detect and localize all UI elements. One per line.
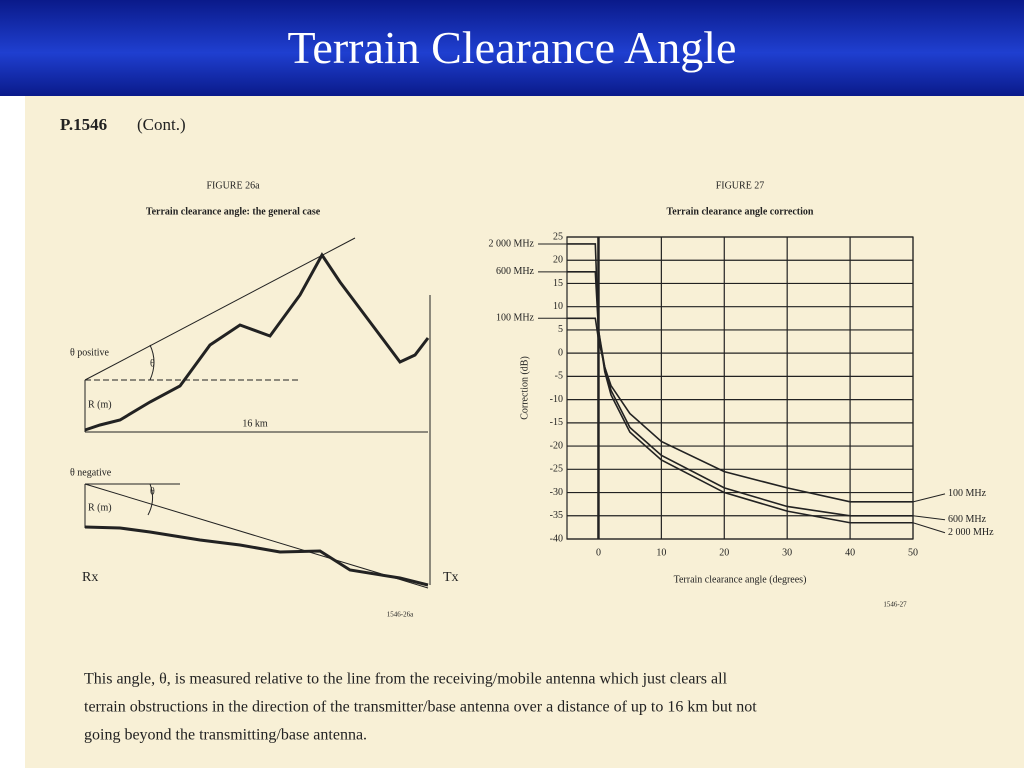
title-bar: Terrain Clearance Angle [0, 0, 1024, 96]
legend-label: 2 000 MHz [948, 527, 994, 538]
y-axis-label: Correction (dB) [519, 356, 530, 420]
x-tick-label: 10 [656, 547, 666, 558]
diagram [84, 237, 431, 589]
leader [912, 522, 946, 534]
label: θ positive [70, 347, 110, 358]
y-tick-label: -40 [550, 533, 563, 544]
y-tick-label: -30 [550, 487, 563, 498]
paragraph-line: going beyond the transmitting/base anten… [84, 727, 367, 744]
label: R (m) [88, 502, 112, 513]
legend-label: 100 MHz [948, 488, 987, 499]
y-tick-label: -35 [550, 510, 563, 521]
chart-subtitle: Terrain clearance angle correction [667, 206, 814, 217]
legend-label: 600 MHz [948, 514, 987, 525]
y-tick-label: -5 [555, 371, 563, 382]
y-tick-label: 0 [558, 347, 563, 358]
y-tick-label: 15 [553, 278, 563, 289]
chart-code: 1546-27 [883, 601, 907, 609]
leader [912, 515, 946, 521]
y-tick-label: -25 [550, 464, 563, 475]
leader [912, 493, 946, 503]
y-tick-label: 10 [553, 301, 563, 312]
label: Tx [443, 570, 459, 585]
x-tick-label: 20 [719, 547, 729, 558]
doc-code: P.1546 [60, 115, 107, 134]
fig-caption: Terrain clearance angle: the general cas… [146, 206, 321, 217]
label: θ [150, 358, 155, 369]
slide-title: Terrain Clearance Angle [287, 22, 737, 73]
label: 16 km [242, 418, 268, 429]
y-tick-label: -15 [550, 417, 563, 428]
paragraph-line: terrain obstructions in the direction of… [84, 699, 757, 716]
curve [567, 271, 913, 517]
y-tick-label: 20 [553, 255, 563, 266]
y-tick-label: 5 [558, 324, 563, 335]
label: θ negative [70, 467, 112, 478]
label: Rx [82, 570, 98, 585]
legend-label: 2 000 MHz [488, 238, 534, 249]
x-tick-label: 40 [845, 547, 855, 558]
legend-label: 600 MHz [496, 266, 535, 277]
x-tick-label: 50 [908, 547, 918, 558]
y-tick-label: 25 [553, 231, 563, 242]
y-tick-label: -10 [550, 394, 563, 405]
label: θ [150, 486, 155, 497]
curve [567, 317, 913, 503]
legend-label: 100 MHz [496, 313, 535, 324]
fig-title: FIGURE 26a [206, 180, 260, 191]
x-axis-label: Terrain clearance angle (degrees) [674, 574, 807, 585]
label: R (m) [88, 399, 112, 410]
doc-note: (Cont.) [137, 115, 186, 134]
y-tick-label: -20 [550, 440, 563, 451]
x-tick-label: 30 [782, 547, 792, 558]
chart-title: FIGURE 27 [716, 180, 765, 191]
x-tick-label: 0 [596, 547, 601, 558]
label: 1546-26a [387, 611, 414, 619]
paragraph-line: This angle, θ, is measured relative to t… [84, 671, 728, 688]
